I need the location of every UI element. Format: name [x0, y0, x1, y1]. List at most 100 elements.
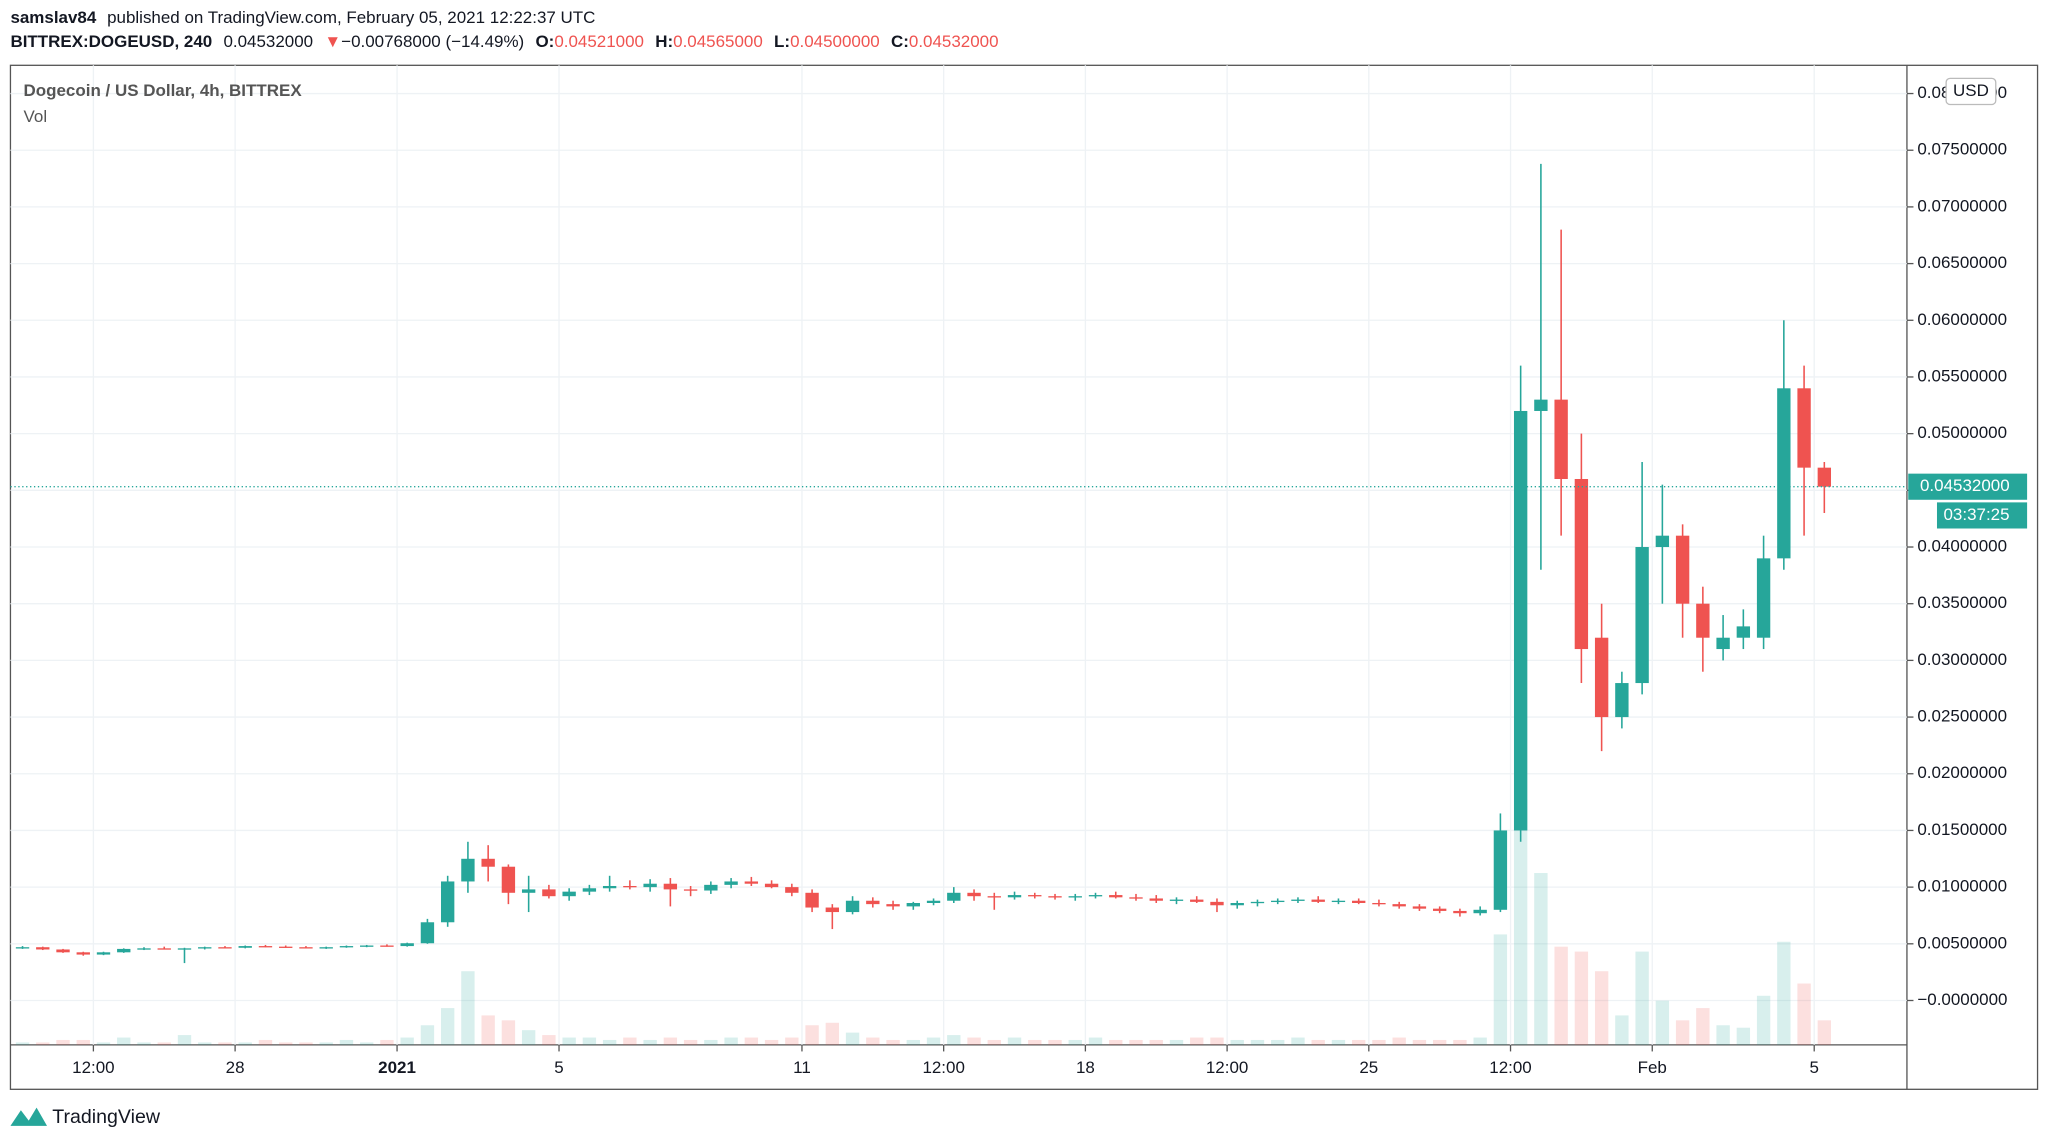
- volume-bar: [1291, 1037, 1305, 1045]
- candle-body: [1412, 906, 1427, 909]
- volume-bar: [623, 1037, 637, 1045]
- x-tick-label: 12:00: [1206, 1058, 1248, 1077]
- candle-body: [1392, 904, 1406, 907]
- volume-label: Vol: [24, 107, 48, 126]
- candle-body: [1615, 683, 1629, 718]
- author[interactable]: samslav84: [10, 8, 96, 27]
- symbol: BITTREX:DOGEUSD, 240: [10, 33, 212, 52]
- volume-bar: [279, 1042, 293, 1045]
- currency: USD: [1953, 81, 1989, 100]
- candle-body: [1817, 467, 1832, 487]
- volume-bar: [1635, 951, 1649, 1045]
- volume-bar: [724, 1037, 738, 1045]
- candle-body: [1331, 900, 1346, 903]
- volume-bar: [1594, 971, 1609, 1045]
- x-tick-label: 12:00: [72, 1058, 114, 1077]
- volume-bar: [1615, 1015, 1629, 1045]
- candle-body: [866, 900, 880, 905]
- l-value: 0.04500000: [790, 33, 880, 52]
- volume-bar: [1088, 1037, 1103, 1045]
- o-label: O:: [535, 33, 554, 52]
- volume-bar: [1169, 1039, 1184, 1045]
- volume-bar: [1574, 951, 1589, 1045]
- o-value: 0.04521000: [554, 33, 644, 52]
- candle-body: [380, 945, 394, 947]
- volume-bar: [967, 1037, 981, 1045]
- volume-bar: [704, 1039, 718, 1045]
- candle-body: [56, 949, 70, 953]
- candle-body: [481, 858, 495, 867]
- last-price: 0.04532000: [223, 33, 313, 52]
- volume-bar: [643, 1039, 657, 1045]
- volume-bar: [764, 1039, 779, 1045]
- y-tick-label: 0.05000000: [1917, 423, 2007, 442]
- candle-body: [643, 883, 657, 888]
- candle-body: [279, 946, 293, 948]
- volume-bar: [683, 1039, 698, 1045]
- candle-body: [501, 866, 516, 893]
- candle-body: [1797, 388, 1811, 468]
- volume-bar: [1372, 1039, 1386, 1045]
- volume-bar: [96, 1042, 111, 1045]
- candle-body: [987, 896, 1001, 898]
- volume-bar: [1352, 1039, 1366, 1045]
- volume-bar: [380, 1039, 394, 1045]
- volume-bar: [177, 1035, 192, 1045]
- candle-body: [1635, 547, 1649, 684]
- candle-body: [440, 881, 455, 923]
- candle-body: [1513, 410, 1528, 831]
- candle-body: [562, 891, 576, 897]
- volume-bar: [36, 1042, 50, 1045]
- candle-body: [1716, 637, 1730, 650]
- y-tick-label: 0.03500000: [1917, 593, 2007, 612]
- volume-bar: [926, 1037, 941, 1045]
- candle-body: [1453, 910, 1467, 914]
- logo-mark: [10, 1107, 48, 1126]
- candle-body: [521, 889, 536, 893]
- candle-body: [1534, 399, 1548, 411]
- volume-bar: [805, 1025, 819, 1045]
- candle-body: [1574, 478, 1589, 650]
- volume-bar: [1675, 1020, 1690, 1045]
- volume-bar: [1554, 946, 1568, 1045]
- candle-body: [724, 881, 738, 885]
- volume-bar: [947, 1035, 961, 1045]
- candle-body: [299, 947, 313, 949]
- candle-body: [683, 889, 698, 891]
- candle-body: [1432, 908, 1447, 911]
- volume-bar: [319, 1042, 333, 1045]
- candle-body: [1271, 900, 1285, 903]
- candle-body: [157, 948, 171, 950]
- candle-body: [1007, 895, 1022, 898]
- c-value: 0.04532000: [909, 33, 999, 52]
- volume-bar: [1716, 1025, 1730, 1045]
- y-tick-label: −0.0000000: [1917, 990, 2007, 1009]
- candle-body: [602, 885, 617, 889]
- candle-body: [906, 902, 920, 907]
- volume-bar: [258, 1039, 273, 1045]
- volume-bar: [56, 1039, 70, 1045]
- volume-bar: [1311, 1039, 1325, 1045]
- volume-bar: [400, 1037, 414, 1045]
- candle-body: [623, 885, 637, 888]
- y-tick-label: 0.03000000: [1917, 650, 2007, 669]
- volume-bar: [1190, 1037, 1204, 1045]
- candle-body: [1554, 399, 1568, 479]
- candle-body: [137, 948, 151, 950]
- candle-body: [582, 888, 597, 892]
- candle-body: [1696, 603, 1710, 638]
- volume-bar: [1493, 934, 1508, 1045]
- candle-body: [1352, 900, 1366, 903]
- x-tick-label: 11: [793, 1058, 811, 1077]
- candle-body: [845, 900, 860, 913]
- candle-body: [805, 892, 819, 908]
- x-tick-label: 12:00: [922, 1058, 964, 1077]
- volume-bar: [1109, 1039, 1123, 1045]
- published-info: published on TradingView.com, February 0…: [107, 8, 595, 27]
- candle-body: [1230, 902, 1244, 906]
- chart-frame: [9, 64, 2039, 1090]
- volume-bar: [339, 1039, 354, 1045]
- volume-bar: [744, 1037, 759, 1045]
- candle-body: [764, 883, 779, 888]
- candle-body: [117, 948, 131, 953]
